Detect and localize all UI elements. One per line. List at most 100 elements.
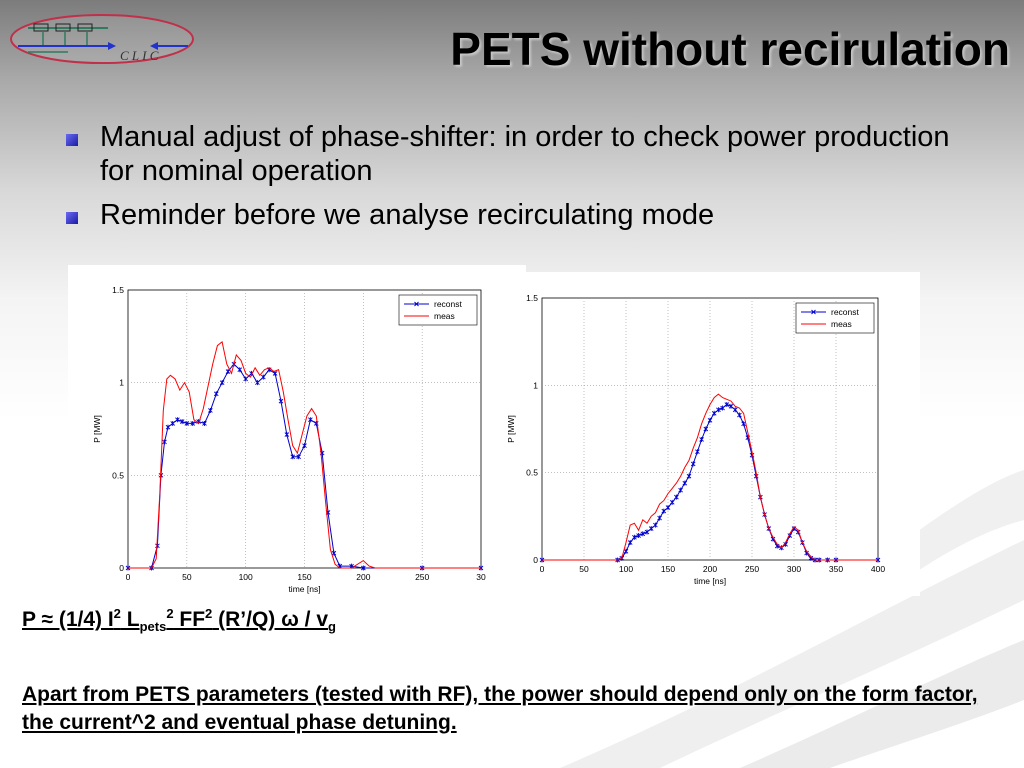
formula-part: FF [173,608,206,631]
data-point-reconst [627,540,633,546]
legend-label: meas [831,319,852,329]
data-point-reconst [184,420,190,426]
x-tick-label: 350 [829,564,843,574]
data-point-reconst [703,426,709,432]
data-point-reconst [175,417,180,423]
clic-logo: C L I C [10,14,194,64]
plot-area [541,297,879,561]
legend-box [795,302,875,334]
data-point-reconst [711,410,717,416]
bullet-square-icon [66,212,78,224]
x-tick-label: 400 [871,564,885,574]
data-point-reconst [640,531,646,537]
x-tick-label: 150 [661,564,675,574]
y-tick-label: 0 [119,563,124,573]
slide-title: PETS without recirulation [450,23,1010,75]
formula-sub: g [328,619,336,635]
formula-sup: 2 [205,606,213,621]
data-point-reconst [644,529,650,535]
data-point-reconst [284,432,290,438]
y-tick-label: 1.5 [526,293,538,303]
y-axis-label: P [MW] [92,415,102,443]
data-point-reconst [716,407,721,413]
formula-sub: pets [139,619,167,635]
data-point-reconst [213,391,219,397]
data-point-reconst [657,515,662,521]
legend-label: reconst [434,299,463,309]
bullet-list: Manual adjust of phase-shifter: in order… [64,120,964,242]
conclusion-note: Apart from PETS parameters (tested with … [22,683,978,734]
legend-label: reconst [831,307,860,317]
x-tick-label: 50 [579,564,589,574]
data-point-reconst [170,420,176,426]
x-tick-label: 0 [540,564,545,574]
x-tick-label: 200 [703,564,717,574]
formula-sup: 2 [166,606,174,621]
data-point-reconst [699,436,704,442]
data-point-reconst [255,380,260,386]
data-point-reconst [686,473,692,479]
data-point-reconst [690,461,696,467]
data-point-reconst [162,439,167,445]
data-point-reconst [290,454,296,460]
data-point-reconst [308,417,313,423]
data-point-reconst [636,533,641,539]
bullet-item: Reminder before we analyse recirculating… [64,198,964,232]
data-point-reconst [296,454,301,460]
data-point-reconst [278,398,284,404]
data-point-reconst [674,494,679,500]
y-tick-label: 1.5 [112,285,124,295]
data-point-reconst [682,480,688,486]
x-tick-label: 250 [415,572,429,582]
x-tick-label: 100 [239,572,253,582]
y-tick-label: 1 [119,378,124,388]
data-point-reconst [720,405,725,411]
data-point-reconst [648,526,654,532]
series-line-meas [542,393,878,561]
x-axis-label: time [ns] [288,584,320,594]
data-point-reconst [728,403,734,409]
formula-sup: 2 [113,606,121,621]
data-point-reconst [272,370,278,376]
data-point-reconst [202,420,207,426]
bullet-square-icon [66,134,78,146]
data-point-reconst [665,505,671,511]
x-tick-label: 30 [476,572,486,582]
data-point-reconst [243,376,248,382]
data-point-reconst [732,407,738,413]
x-tick-label: 0 [126,572,131,582]
data-point-reconst [219,380,225,386]
y-tick-label: 1 [533,380,538,390]
x-tick-label: 150 [297,572,311,582]
data-point-reconst [361,565,366,571]
data-point-reconst [737,412,742,418]
data-point-reconst [724,402,730,408]
data-point-reconst [208,407,213,413]
bullet-text: Reminder before we analyse recirculating… [100,199,715,231]
x-tick-label: 300 [787,564,801,574]
y-tick-label: 0.5 [112,470,124,480]
x-tick-label: 200 [356,572,370,582]
x-axis-label: time [ns] [694,576,726,586]
data-point-reconst [190,420,196,426]
data-point-reconst [678,487,683,493]
data-point-reconst [707,417,713,423]
formula-part: (R’/Q) ω / v [212,608,329,631]
y-axis-label: P [MW] [506,415,516,443]
power-formula: P ≈ (1/4) I2 Lpets2 FF2 (R’/Q) ω / vg [22,606,336,634]
formula-part: P ≈ (1/4) I [22,608,114,631]
data-point-reconst [623,548,629,554]
legend-box [398,294,478,326]
data-point-reconst [632,534,637,540]
clic-logo-text: C L I C [120,48,159,63]
y-tick-label: 0 [533,555,538,565]
legend-label: meas [434,311,455,321]
x-tick-label: 100 [619,564,633,574]
formula-part: L [120,608,140,631]
data-point-reconst [661,508,667,514]
x-tick-label: 50 [182,572,192,582]
legend-marker-reconst [811,309,816,315]
data-point-reconst [653,522,658,528]
data-point-reconst [741,421,746,427]
